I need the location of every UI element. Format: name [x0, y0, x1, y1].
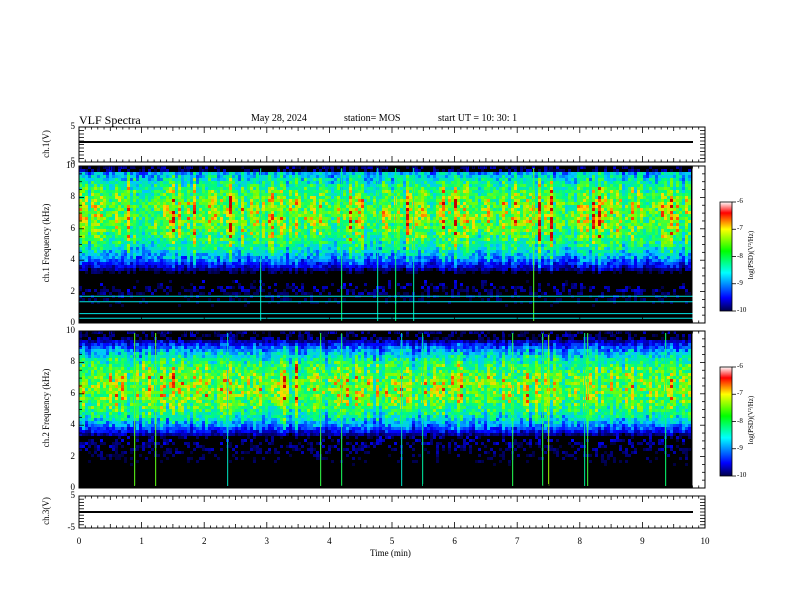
y-tick-label: 10 [66, 160, 75, 170]
x-tick-label: 6 [452, 536, 457, 546]
y-tick-label: 4 [70, 254, 76, 265]
ch1-voltage-panel [78, 126, 706, 163]
x-tick-label: 0 [76, 536, 82, 546]
y-tick-label: 6 [70, 222, 76, 233]
x-tick-label: 1 [139, 536, 144, 546]
colorbar-tick-label: -6 [737, 362, 743, 370]
y-tick-label: 0 [70, 482, 76, 492]
colorbar-tick-label: -8 [737, 416, 743, 425]
ch2-spectrogram-image [79, 331, 693, 488]
station-label: station= MOS [344, 113, 401, 124]
colorbar-tick-label: -9 [737, 278, 743, 287]
ch1-voltage-ylabel: ch.1(V) [41, 130, 51, 158]
y-tick-label: 10 [66, 325, 75, 335]
y-tick-label: 5 [70, 121, 76, 131]
date-label: May 28, 2024 [251, 113, 307, 124]
colorbar-tick-label: -10 [737, 471, 747, 479]
y-tick-label: 2 [70, 285, 76, 296]
x-tick-label: 9 [640, 536, 645, 546]
colorbar-tick-label: -7 [737, 224, 743, 233]
ch1-spectrogram-ticks [78, 165, 706, 324]
colorbar-tick-label: -7 [737, 389, 743, 398]
y-tick-label: 2 [70, 450, 76, 461]
y-tick-label: 8 [70, 191, 76, 202]
y-tick-label: -5 [67, 522, 76, 532]
y-tick-label: 6 [70, 387, 76, 398]
y-tick-label: 0 [70, 317, 76, 327]
ch3-voltage-ylabel: ch.3(V) [41, 497, 51, 525]
ch2-spectrogram-panel [78, 330, 706, 489]
ch2-spectrogram-ticks [78, 330, 706, 489]
ch2-frequency-ylabel: ch.2 Frequency (kHz) [41, 368, 51, 448]
colorbar-tick-label: -8 [737, 251, 743, 260]
x-tick-label: 10 [700, 536, 710, 546]
x-axis-label: Time (min) [370, 548, 411, 558]
x-tick-label: 5 [389, 536, 395, 546]
x-tick-label: 4 [327, 536, 332, 546]
y-tick-label: 4 [70, 419, 76, 430]
ch3-voltage-ticks [78, 495, 706, 529]
ch1-spectrogram-panel [78, 165, 706, 324]
ch2-colorbar-label: log(PSD)(V²/Hz) [747, 395, 755, 445]
ch1-colorbar-label: log(PSD)(V²/Hz) [747, 230, 755, 280]
ch1-spectrogram-image [79, 166, 693, 323]
ch1-colorbar [719, 201, 736, 312]
x-tick-label: 7 [514, 536, 520, 546]
colorbar-tick-label: -10 [737, 306, 747, 314]
x-tick-label: 3 [264, 536, 270, 546]
ch1-frequency-ylabel: ch.1 Frequency (kHz) [41, 203, 51, 283]
x-tick-label: 8 [577, 536, 583, 546]
y-tick-label: -5 [67, 156, 76, 166]
colorbar-tick-label: -6 [737, 197, 743, 205]
figure-title: VLF Spectra [79, 113, 141, 127]
ch2-colorbar [719, 366, 736, 477]
ch3-voltage-panel [78, 495, 706, 529]
colorbar-tick-label: -9 [737, 443, 743, 452]
y-tick-label: 5 [70, 490, 76, 500]
x-tick-label: 2 [201, 536, 207, 546]
y-tick-label: 8 [70, 356, 76, 367]
ch1-voltage-ticks [78, 126, 706, 163]
start-time-label: start UT = 10: 30: 1 [438, 113, 518, 124]
